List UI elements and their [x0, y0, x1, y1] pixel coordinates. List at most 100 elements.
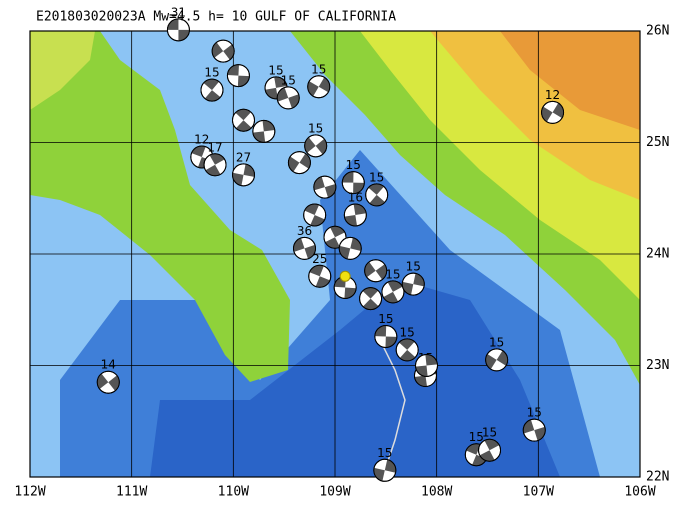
- depth-label: 15: [346, 158, 361, 172]
- focal-mechanism: [276, 86, 300, 110]
- beachball-quadrant: [484, 439, 500, 451]
- beachball-quadrant: [274, 76, 287, 88]
- focal-mechanism: [364, 259, 388, 283]
- focal-mechanism: [226, 64, 250, 88]
- beachball-rim: [401, 272, 425, 296]
- beachball-quadrant: [485, 354, 497, 370]
- beachball-rim: [252, 119, 276, 143]
- beachball-quadrant: [243, 164, 255, 177]
- beachball-quadrant: [385, 336, 397, 348]
- focal-mechanism: [541, 100, 565, 124]
- depth-label: 15: [400, 325, 415, 339]
- depth-label: 15: [385, 267, 400, 281]
- depth-label: 36: [297, 224, 312, 238]
- focal-mechanism: [343, 203, 367, 227]
- beachball-quadrant: [315, 138, 327, 155]
- depth-label: 15: [281, 73, 296, 87]
- beachball-rim: [359, 287, 383, 311]
- beachball-rim: [323, 225, 347, 249]
- beachball-rim: [541, 100, 565, 124]
- depth-label: 12: [545, 88, 560, 102]
- beachball-quadrant: [399, 338, 415, 350]
- beachball-rim: [313, 175, 337, 199]
- beachball-quadrant: [209, 153, 225, 165]
- beachball-quadrant: [541, 106, 553, 122]
- beachball-rim: [522, 418, 546, 442]
- beachball-quadrant: [353, 203, 367, 215]
- beachball-quadrant: [252, 131, 266, 143]
- beachball-quadrant: [330, 226, 345, 238]
- focal-mechanism: [166, 18, 190, 42]
- beachball-quadrant: [362, 287, 379, 299]
- beachball-quadrant: [384, 459, 396, 473]
- focal-mechanism: [485, 348, 509, 372]
- beachball-rim: [226, 64, 250, 88]
- beachball-quadrant: [318, 77, 330, 93]
- focal-mechanism: [303, 203, 327, 227]
- beachball-quadrant: [425, 354, 438, 366]
- beachball-rim: [338, 236, 362, 260]
- beachball-quadrant: [374, 325, 387, 337]
- beachball-rim: [415, 354, 438, 377]
- beachball-rim: [232, 108, 255, 132]
- beachball-rim: [485, 348, 509, 372]
- epicenter: [339, 270, 351, 282]
- beachball-quadrant: [339, 245, 351, 260]
- depth-label: 15: [406, 260, 421, 274]
- beachball-quadrant: [342, 171, 354, 183]
- focal-mechanism: [374, 325, 398, 349]
- depth-label: 27: [236, 150, 251, 164]
- depth-label: 15: [469, 430, 484, 444]
- depth-label: 15: [378, 312, 393, 326]
- beachball-quadrant: [265, 87, 278, 99]
- beachball-rim: [364, 259, 388, 283]
- depth-label: 25: [312, 252, 327, 266]
- beachball-quadrant: [383, 291, 399, 303]
- beachball-rim: [276, 86, 300, 110]
- beachball-rim: [374, 325, 398, 349]
- beachball-quadrant: [325, 237, 340, 249]
- beachball-rim: [308, 264, 332, 288]
- focal-mechanism: [333, 275, 357, 299]
- beachball-quadrant: [496, 350, 508, 366]
- beachball-rim: [307, 75, 331, 99]
- beachball-rim: [373, 458, 397, 482]
- focal-mechanism: [313, 175, 337, 199]
- focal-mechanism: [307, 75, 331, 99]
- focal-mechanism: [304, 134, 328, 158]
- beachball-rim: [232, 163, 255, 187]
- beachball-quadrant: [353, 182, 365, 194]
- focal-mechanism: [401, 272, 425, 296]
- focal-mechanism: [200, 78, 224, 102]
- focal-mechanism: [287, 151, 311, 175]
- beachball-quadrant: [304, 137, 316, 153]
- focal-mechanism: [252, 119, 276, 143]
- focal-mechanism: [232, 163, 255, 187]
- focal-mechanism: [341, 171, 365, 195]
- beachball-rim: [211, 39, 235, 63]
- beachball-rim: [203, 153, 227, 177]
- depth-label: 15: [489, 335, 504, 349]
- beachball-quadrant: [552, 102, 564, 119]
- focal-mechanism: [359, 287, 383, 311]
- beachball-quadrant: [373, 467, 385, 482]
- beachball-rim: [293, 236, 316, 260]
- beachball-quadrant: [414, 375, 427, 387]
- beachball-quadrant: [387, 280, 403, 292]
- beachball-rim: [304, 134, 328, 158]
- beachball-rim: [200, 78, 224, 102]
- beachball-rim: [303, 203, 327, 227]
- focal-mechanism: [395, 338, 419, 362]
- beachball-quadrant: [237, 75, 250, 87]
- beachball-quadrant: [178, 29, 190, 41]
- beachball-rim: [343, 203, 367, 227]
- focal-mechanism: [232, 108, 255, 132]
- lat-label: 24N: [646, 247, 669, 262]
- beachball-rim: [365, 183, 389, 207]
- beachball-quadrant: [205, 164, 221, 176]
- beachball-quadrant: [369, 194, 385, 206]
- beachball-quadrant: [362, 298, 379, 310]
- lon-label: 111W: [116, 485, 147, 500]
- beachball-quadrant: [262, 120, 275, 132]
- beachball-quadrant: [167, 18, 179, 30]
